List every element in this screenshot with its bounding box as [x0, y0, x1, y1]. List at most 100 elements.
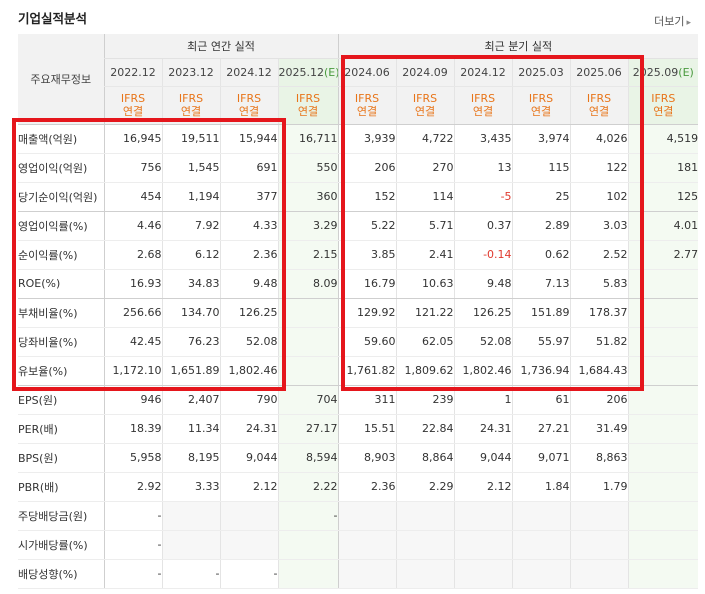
- value-cell: [627, 530, 699, 560]
- value-cell: 181: [627, 153, 699, 183]
- table-row: PBR(배) 2.92 3.33 2.12 2.22 2.36 2.29 2.12 1.84 1.…: [18, 472, 699, 502]
- table-row: 영업이익률(%) 4.46 7.92 4.33 3.29 5.22 5.71 0.37 2.89…: [18, 211, 699, 241]
- value-cell: 10.63: [395, 269, 455, 299]
- value-cell: [453, 501, 513, 531]
- value-cell: [161, 530, 220, 560]
- table-row: PER(배) 18.39 11.34 24.31 27.17 15.51 22.84 24.3…: [18, 414, 699, 444]
- value-cell: 151.89: [511, 298, 571, 328]
- value-cell: 454: [103, 182, 162, 212]
- value-cell: 3,435: [453, 124, 513, 154]
- consolidated-label: 연결: [356, 105, 378, 118]
- value-cell: -: [277, 501, 339, 531]
- value-cell: [627, 327, 699, 357]
- value-cell: [511, 501, 571, 531]
- consolidated-label: 연결: [238, 105, 260, 118]
- value-cell: 52.08: [453, 327, 513, 357]
- table-body: 매출액(억원) 16,945 19,511 15,944 16,711 3,939 4,72…: [18, 124, 699, 589]
- value-cell: 1: [453, 385, 513, 415]
- value-cell: 2.36: [219, 240, 278, 270]
- value-cell: 31.49: [569, 414, 629, 444]
- value-cell: -0.14: [453, 240, 513, 270]
- date-label: 2024.12: [460, 65, 506, 79]
- value-cell: 34.83: [161, 269, 220, 299]
- date-header: 2022.12: [103, 58, 162, 87]
- value-cell: 2.12: [219, 472, 278, 502]
- value-cell: 2.89: [511, 211, 571, 241]
- estimate-mark: (E): [324, 65, 339, 79]
- value-cell: 256.66: [103, 298, 162, 328]
- ifrs-label: IFRS: [412, 92, 438, 105]
- value-cell: 8,864: [395, 443, 455, 473]
- ifrs-header: IFRS 연결: [627, 86, 699, 125]
- value-cell: 102: [569, 182, 629, 212]
- value-cell: 790: [219, 385, 278, 415]
- table-row: 주당배당금(원) - -: [18, 501, 699, 531]
- value-cell: [627, 559, 699, 589]
- consolidated-label: 연결: [653, 105, 674, 118]
- date-label: 2024.12: [226, 65, 272, 79]
- value-cell: 2.36: [337, 472, 397, 502]
- value-cell: 9,044: [453, 443, 513, 473]
- value-cell: [627, 472, 699, 502]
- value-cell: 2.12: [453, 472, 513, 502]
- more-link[interactable]: 더보기 ▸: [654, 13, 691, 29]
- value-cell: 16,945: [103, 124, 162, 154]
- value-cell: 178.37: [569, 298, 629, 328]
- value-cell: [337, 501, 397, 531]
- ifrs-label: IFRS: [651, 92, 676, 105]
- value-cell: [569, 501, 629, 531]
- value-cell: 15,944: [219, 124, 278, 154]
- value-cell: [277, 298, 339, 328]
- ifrs-header: IFRS 연결: [511, 86, 571, 125]
- value-cell: 115: [511, 153, 571, 183]
- value-cell: 19,511: [161, 124, 220, 154]
- date-header: 2024.12: [453, 58, 513, 87]
- table-row: 시가배당률(%) -: [18, 530, 699, 560]
- value-cell: 1,651.89: [161, 356, 220, 386]
- ifrs-label: IFRS: [470, 92, 496, 105]
- value-cell: 3.33: [161, 472, 220, 502]
- table-row: ROE(%) 16.93 34.83 9.48 8.09 16.79 10.63 9.48 7.…: [18, 269, 699, 299]
- value-cell: 5.22: [337, 211, 397, 241]
- ifrs-label: IFRS: [528, 92, 554, 105]
- row-label: BPS(원): [18, 443, 104, 473]
- value-cell: 4.33: [219, 211, 278, 241]
- row-label: 당좌비율(%): [18, 327, 104, 357]
- value-cell: 16.79: [337, 269, 397, 299]
- value-cell: 8,863: [569, 443, 629, 473]
- table-row: 배당성향(%) - - -: [18, 559, 699, 589]
- value-cell: 9.48: [219, 269, 278, 299]
- value-cell: 2.68: [103, 240, 162, 270]
- date-label: 2025.06: [576, 65, 622, 79]
- value-cell: 270: [395, 153, 455, 183]
- ifrs-header-row: IFRS 연결 IFRS 연결 IFRS 연결 IFRS 연결 IFRS 연결 IFRS 연결 IFRS…: [18, 86, 699, 125]
- row-label: PBR(배): [18, 472, 104, 502]
- value-cell: 24.31: [453, 414, 513, 444]
- value-cell: 1,736.94: [511, 356, 571, 386]
- date-header-row: 2022.12 2023.12 2024.12 2025.12(E) 2024.06 20…: [18, 58, 699, 87]
- value-cell: 691: [219, 153, 278, 183]
- table-row: 매출액(억원) 16,945 19,511 15,944 16,711 3,939 4,72…: [18, 124, 699, 154]
- value-cell: 1,761.82: [337, 356, 397, 386]
- value-cell: -: [219, 559, 278, 589]
- value-cell: 129.92: [337, 298, 397, 328]
- table-row: BPS(원) 5,958 8,195 9,044 8,594 8,903 8,864 9,04…: [18, 443, 699, 473]
- value-cell: 377: [219, 182, 278, 212]
- date-header: 2024.06: [337, 58, 397, 87]
- value-cell: 42.45: [103, 327, 162, 357]
- ifrs-header: IFRS 연결: [277, 86, 339, 125]
- value-cell: 122: [569, 153, 629, 183]
- value-cell: 16,711: [277, 124, 339, 154]
- value-cell: 7.13: [511, 269, 571, 299]
- annual-group-header: 최근 연간 실적: [103, 34, 339, 59]
- value-cell: [161, 501, 220, 531]
- ifrs-label: IFRS: [586, 92, 612, 105]
- value-cell: [569, 530, 629, 560]
- value-cell: 550: [277, 153, 339, 183]
- consolidated-label: 연결: [530, 105, 552, 118]
- value-cell: 15.51: [337, 414, 397, 444]
- value-cell: 22.84: [395, 414, 455, 444]
- value-cell: 2.29: [395, 472, 455, 502]
- ifrs-label: IFRS: [236, 92, 262, 105]
- value-cell: 125: [627, 182, 699, 212]
